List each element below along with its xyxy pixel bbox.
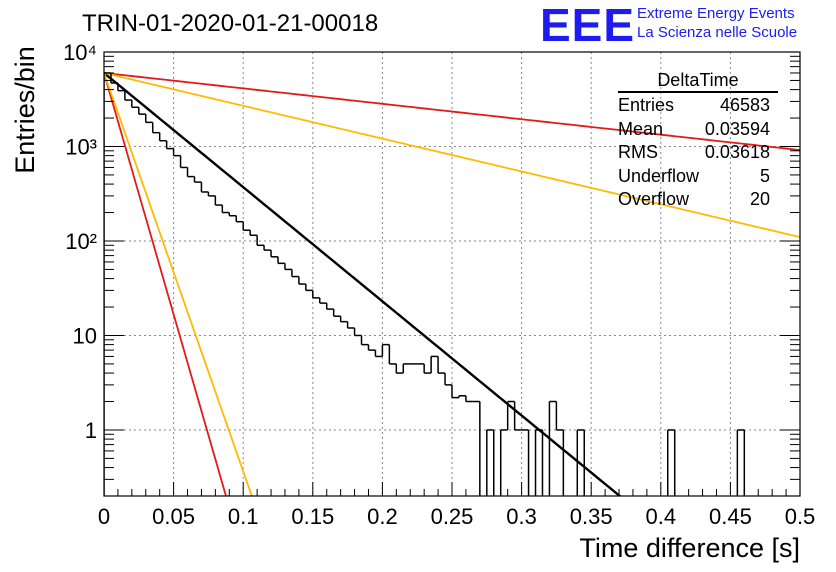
- fit-curve: [104, 72, 253, 496]
- stats-title: DeltaTime: [618, 70, 778, 93]
- histogram-bars: [104, 72, 746, 496]
- stats-row-overflow: Overflow 20: [614, 188, 782, 212]
- fit-curve: [104, 72, 800, 151]
- stats-row-entries: Entries 46583: [614, 94, 782, 118]
- grid-lines: [104, 52, 800, 496]
- y-tick-label: 10: [73, 323, 97, 348]
- stats-box: DeltaTime Entries 46583 Mean 0.03594 RMS…: [614, 70, 782, 212]
- fit-curve: [104, 72, 622, 496]
- x-tick-label: 0.1: [228, 504, 259, 529]
- stats-value: 0.03594: [704, 118, 770, 139]
- stats-label: Entries: [618, 95, 675, 115]
- stats-row-rms: RMS 0.03618: [614, 141, 782, 165]
- x-tick-label: 0.3: [506, 504, 537, 529]
- stats-label: Overflow: [618, 189, 690, 209]
- x-axis-label: Time difference [s]: [579, 533, 800, 563]
- x-tick-label: 0.25: [431, 504, 474, 529]
- run-title: TRIN-01-2020-01-21-00018: [82, 10, 379, 37]
- x-tick-label: 0.2: [367, 504, 398, 529]
- y-tick-labels: 1 10 10² 10³ 10⁴: [63, 40, 97, 443]
- axis-ticks: [103, 51, 801, 497]
- x-tick-label: 0.4: [646, 504, 677, 529]
- x-tick-label: 0.15: [291, 504, 334, 529]
- stats-row-underflow: Underflow 5: [614, 165, 782, 189]
- fit-curves: [104, 72, 800, 496]
- x-tick-label: 0.45: [709, 504, 752, 529]
- y-tick-label: 10⁴: [63, 40, 97, 65]
- stats-value: 20: [749, 189, 770, 209]
- x-tick-label: 0: [98, 504, 110, 529]
- stats-label: Underflow: [618, 165, 700, 186]
- stats-value: 46583: [719, 95, 770, 115]
- fit-curve: [104, 72, 800, 238]
- logo-tagline-2: La Scienza nelle Scuole: [637, 24, 798, 41]
- y-tick-label: 1: [85, 418, 97, 443]
- stats-value: 0.03618: [704, 142, 770, 162]
- y-tick-label: 10³: [65, 134, 97, 159]
- x-tick-labels: 0 0.05 0.1 0.15 0.2 0.25 0.3 0.35 0.4 0.45 0.5: [98, 504, 815, 529]
- x-tick-label: 0.35: [570, 504, 613, 529]
- stats-label: Mean: [618, 118, 664, 139]
- fit-curve: [104, 72, 227, 496]
- logo-tagline-1: Extreme Energy Events: [637, 5, 795, 22]
- x-tick-label: 0.05: [152, 504, 195, 529]
- x-tick-label: 0.5: [785, 504, 816, 529]
- stats-row-mean: Mean 0.03594: [614, 118, 782, 142]
- stats-label: RMS: [618, 142, 658, 162]
- stats-value: 5: [759, 165, 770, 186]
- eee-logo: EEE: [540, 0, 636, 51]
- y-axis-label: Entries/bin: [10, 46, 40, 174]
- y-tick-label: 10²: [65, 229, 97, 254]
